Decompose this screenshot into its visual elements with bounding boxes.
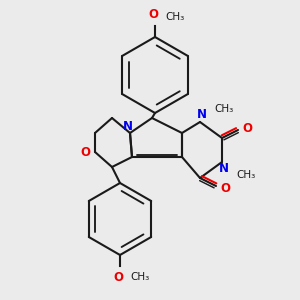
Text: N: N [197, 109, 207, 122]
Text: O: O [242, 122, 252, 134]
Text: CH₃: CH₃ [130, 272, 149, 282]
Text: CH₃: CH₃ [214, 104, 233, 114]
Text: O: O [148, 8, 158, 21]
Text: N: N [219, 163, 229, 176]
Text: O: O [80, 146, 90, 158]
Text: N: N [123, 121, 133, 134]
Text: CH₃: CH₃ [236, 170, 255, 180]
Text: O: O [220, 182, 230, 194]
Text: CH₃: CH₃ [165, 12, 184, 22]
Text: O: O [113, 271, 123, 284]
